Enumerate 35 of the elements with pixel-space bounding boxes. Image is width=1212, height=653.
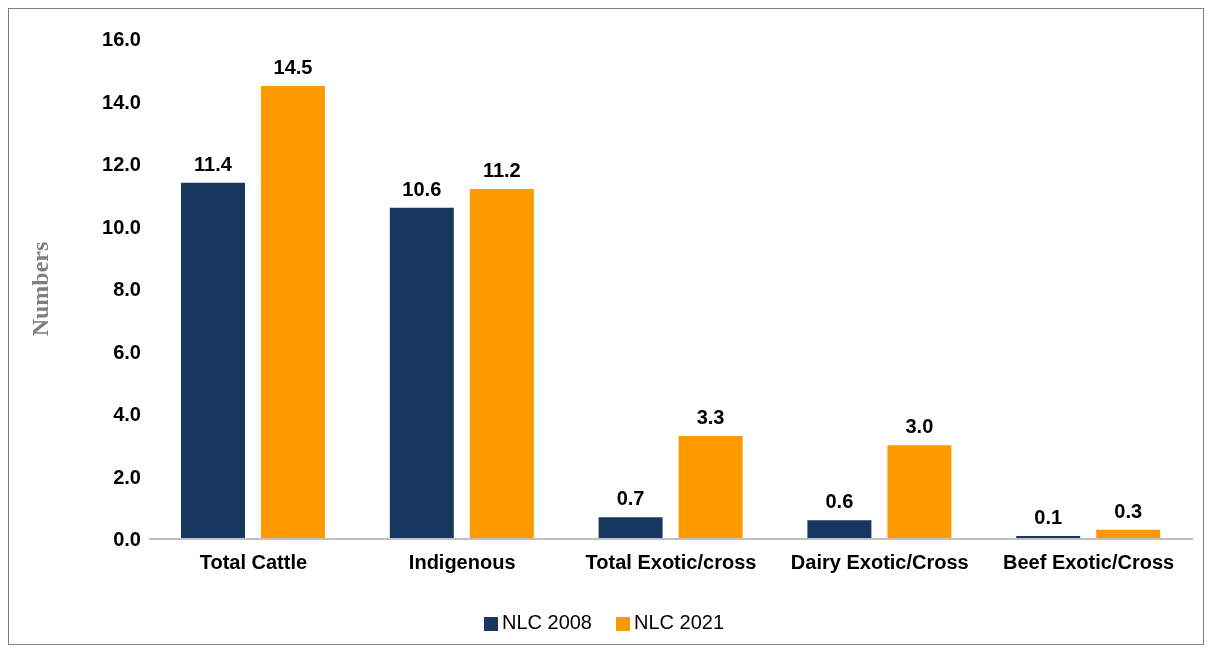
bar bbox=[678, 435, 743, 539]
x-tick-label: Total Cattle bbox=[199, 551, 308, 574]
bar bbox=[887, 445, 952, 539]
bar bbox=[261, 85, 325, 539]
y-tick-label: 0.0 bbox=[113, 528, 141, 551]
data-label: 11.4 bbox=[194, 152, 233, 175]
data-label: 3.3 bbox=[696, 405, 725, 428]
data-label: 3.0 bbox=[905, 415, 934, 438]
data-label: 0.6 bbox=[825, 490, 854, 513]
y-tick-label: 2.0 bbox=[113, 465, 141, 488]
data-label: 10.6 bbox=[402, 177, 442, 200]
bar bbox=[181, 182, 245, 539]
x-tick-label: Dairy Exotic/Cross bbox=[790, 551, 969, 574]
y-axis-title: Numbers bbox=[26, 241, 53, 337]
data-label: 14.5 bbox=[273, 55, 313, 78]
x-tick-label: Beef Exotic/Cross bbox=[1003, 551, 1175, 574]
data-label: 11.2 bbox=[482, 159, 521, 181]
bar bbox=[598, 517, 663, 539]
y-tick-label: 8.0 bbox=[113, 278, 141, 301]
y-tick-label: 12.0 bbox=[102, 153, 141, 176]
x-tick-label: Indigenous bbox=[408, 551, 516, 574]
bar bbox=[389, 207, 454, 539]
legend-label: NLC 2008 bbox=[501, 611, 592, 633]
y-tick-label: 10.0 bbox=[102, 215, 141, 238]
bar bbox=[807, 520, 872, 539]
x-tick-label: Total Exotic/cross bbox=[585, 551, 757, 574]
y-tick-label: 16.0 bbox=[102, 28, 141, 51]
y-tick-label: 14.0 bbox=[102, 90, 141, 113]
data-label: 0.1 bbox=[1034, 505, 1063, 528]
y-tick-label: 4.0 bbox=[113, 403, 141, 426]
y-tick-label: 6.0 bbox=[113, 340, 141, 363]
legend-label: NLC 2021 bbox=[634, 611, 725, 633]
bar bbox=[469, 189, 534, 539]
data-label: 0.3 bbox=[1114, 499, 1143, 522]
data-label: 0.7 bbox=[616, 487, 645, 510]
